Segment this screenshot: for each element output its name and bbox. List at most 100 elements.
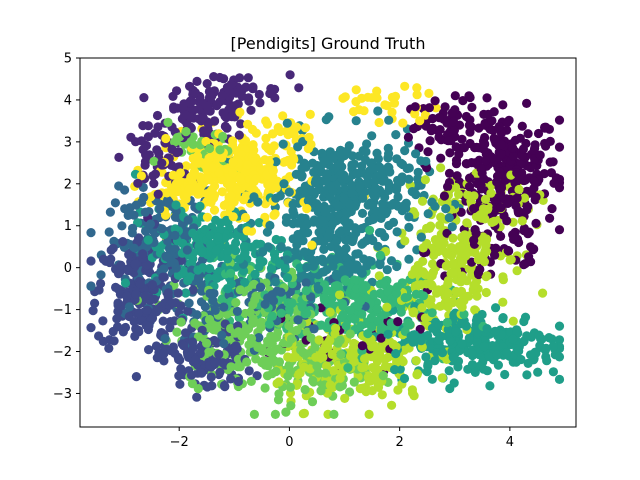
scatter-point [249,192,259,202]
scatter-point [184,184,194,194]
scatter-point [378,204,388,214]
scatter-point [408,337,418,347]
scatter-point [226,323,236,334]
scatter-point [391,130,401,140]
scatter-point [263,242,273,252]
scatter-point [185,81,195,91]
scatter-point [239,266,249,276]
scatter-point [432,288,442,298]
scatter-point [554,335,565,345]
scatter-point [490,250,500,260]
scatter-point [470,143,480,153]
scatter-point [96,278,106,289]
scatter-point [172,148,182,158]
scatter-point [318,257,329,267]
scatter-point [226,190,236,201]
scatter-point [208,296,218,306]
scatter-point [168,170,178,180]
scatter-point [267,311,277,321]
scatter-point [175,379,185,389]
scatter-point [378,279,388,289]
scatter-point [206,372,216,382]
scatter-point [293,315,303,325]
scatter-point [349,377,359,387]
scatter-point [201,136,211,147]
scatter-point [335,290,345,300]
scatter-point [152,110,163,121]
scatter-point [131,372,141,382]
scatter-point [357,341,367,351]
scatter-point [412,83,422,93]
scatter-point [431,103,441,113]
scatter-point [539,169,550,179]
scatter-point [340,215,350,225]
scatter-point [109,336,119,346]
scatter-point [219,74,229,84]
scatter-point [123,265,133,276]
scatter-point [467,360,478,370]
scatter-point [317,148,327,158]
scatter-point [448,233,458,243]
scatter-point [186,370,197,380]
scatter-point [512,193,522,203]
scatter-point [325,335,335,345]
scatter-point [204,153,214,163]
scatter-point [136,171,146,181]
scatter-point [347,160,357,170]
scatter-point [245,307,255,318]
scatter-point [171,200,181,210]
scatter-point [554,352,565,362]
scatter-point [163,288,173,298]
scatter-point [457,302,467,312]
scatter-point [159,264,169,274]
scatter-point [533,128,544,139]
scatter-point [413,167,423,177]
scatter-point [519,260,529,270]
scatter-point [398,357,408,367]
scatter-point [498,272,508,282]
y-tick-label: −3 [53,387,72,402]
scatter-point [368,214,379,224]
scatter-point [184,298,194,308]
scatter-point [469,235,479,245]
scatter-point [246,376,256,386]
scatter-point [293,229,303,240]
scatter-point [349,107,359,117]
scatter-point [181,288,191,298]
scatter-point [207,91,217,101]
scatter-point [534,330,544,340]
scatter-point [439,191,449,201]
scatter-point [418,291,429,301]
scatter-point [367,131,377,141]
scatter-point [166,160,177,170]
scatter-point [345,305,355,315]
scatter-point [418,267,428,277]
scatter-point [380,361,390,371]
scatter-point [448,267,458,277]
scatter-point [114,269,124,279]
scatter-point [364,409,374,419]
scatter-point [477,184,487,194]
scatter-point [293,218,303,228]
scatter-point [218,358,228,368]
scatter-point [374,271,384,281]
scatter-point [204,143,215,154]
scatter-point [320,295,330,305]
scatter-point [265,220,275,231]
scatter-point [232,306,242,316]
scatter-point [548,367,559,377]
scatter-point [340,275,350,285]
scatter-point [153,304,163,314]
scatter-point [240,212,251,223]
scatter-point [307,240,317,250]
scatter-point [508,151,519,161]
scatter-point [442,317,452,328]
scatter-point [183,306,193,316]
scatter-point [129,317,139,327]
scatter-point [192,310,202,320]
scatter-point [271,193,281,203]
scatter-point [391,349,401,359]
scatter-point [459,143,469,153]
scatter-point [329,409,339,419]
scatter-point [482,366,492,376]
